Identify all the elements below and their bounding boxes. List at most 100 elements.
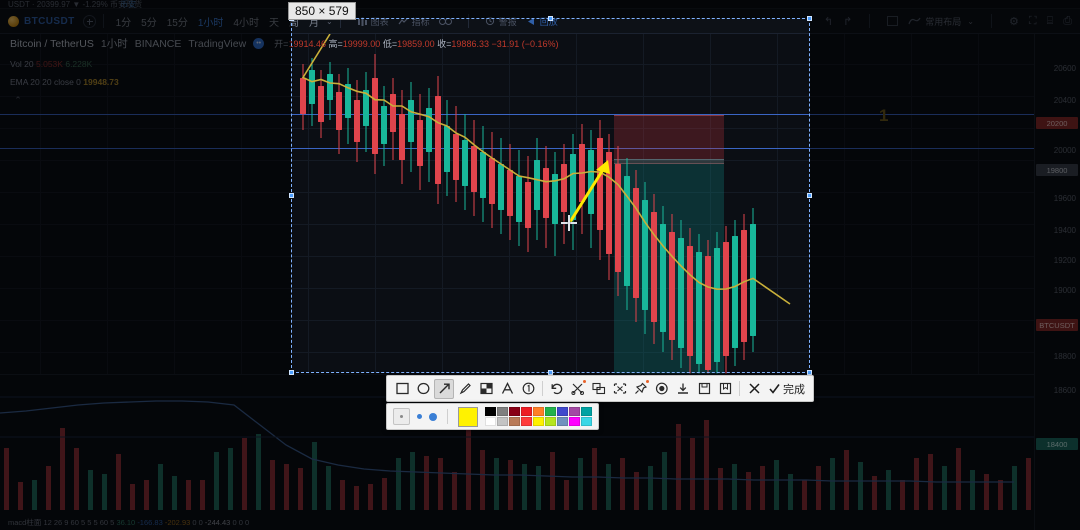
layout-select[interactable]: 常用布局 ⌄ bbox=[908, 15, 974, 28]
symbol-label: BTCUSDT bbox=[24, 15, 75, 27]
color-swatch[interactable] bbox=[581, 417, 592, 426]
undo-icon[interactable]: ↰ bbox=[823, 15, 834, 28]
color-swatch[interactable] bbox=[497, 417, 508, 426]
macd-v6: 0 0 0 bbox=[232, 518, 250, 527]
timeframe-more-caret-icon[interactable]: ⌄ bbox=[325, 16, 333, 26]
stroke-size-medium-button[interactable] bbox=[417, 414, 422, 419]
timeframe-15m[interactable]: 15分 bbox=[166, 17, 188, 29]
undo-tool-icon[interactable] bbox=[547, 379, 567, 399]
macd-v4: 0 0 bbox=[192, 518, 203, 527]
add-symbol-button[interactable] bbox=[82, 14, 96, 28]
record-tool-icon[interactable] bbox=[652, 379, 672, 399]
color-swatch[interactable] bbox=[497, 407, 508, 416]
color-swatch[interactable] bbox=[557, 417, 568, 426]
candle-body bbox=[696, 252, 702, 364]
volume-name: Vol 20 bbox=[10, 59, 34, 69]
translate-tool-icon[interactable] bbox=[589, 379, 609, 399]
color-swatch[interactable] bbox=[509, 417, 520, 426]
color-swatch[interactable] bbox=[545, 407, 556, 416]
timeframe-1d[interactable]: 天 bbox=[268, 17, 279, 29]
color-swatch[interactable] bbox=[569, 417, 580, 426]
single-layout-icon[interactable] bbox=[887, 16, 899, 26]
candlestick bbox=[696, 234, 702, 382]
color-swatch[interactable] bbox=[485, 417, 496, 426]
macd-v2: -166.83 bbox=[137, 518, 163, 527]
serial-number-tool-icon[interactable] bbox=[518, 379, 538, 399]
save-tool-icon[interactable] bbox=[694, 379, 714, 399]
fullscreen-icon[interactable]: ⛶ bbox=[1028, 14, 1037, 27]
color-swatch[interactable] bbox=[521, 407, 532, 416]
color-swatch-grid[interactable] bbox=[485, 407, 592, 426]
download-tool-icon[interactable] bbox=[673, 379, 693, 399]
color-swatch[interactable] bbox=[521, 417, 532, 426]
color-swatch[interactable] bbox=[509, 407, 520, 416]
timeframe-1h[interactable]: 1小时 bbox=[197, 17, 224, 29]
alert-label: 警报 bbox=[498, 16, 517, 27]
color-swatch[interactable] bbox=[545, 417, 556, 426]
volume-value-2: 6.228K bbox=[65, 59, 93, 69]
pen-tool-icon[interactable] bbox=[455, 379, 475, 399]
ellipse-tool-icon[interactable] bbox=[413, 379, 433, 399]
erase-tool-icon[interactable] bbox=[610, 379, 630, 399]
arrow-tool-icon[interactable] bbox=[434, 378, 454, 399]
price-tick-6: 19400 bbox=[1053, 226, 1076, 235]
gear-icon[interactable]: ⚙ bbox=[1009, 15, 1019, 28]
ohlc-open-key: 开= bbox=[274, 39, 289, 49]
candle-chart-icon[interactable]: 图表 bbox=[357, 15, 389, 28]
rectangle-tool-icon[interactable] bbox=[392, 379, 412, 399]
capture-selection-box[interactable] bbox=[289, 16, 812, 375]
color-swatch[interactable] bbox=[485, 407, 496, 416]
cancel-capture-button[interactable] bbox=[744, 379, 764, 399]
gridline-h bbox=[0, 352, 1080, 353]
ema-params: 20 close 0 bbox=[42, 77, 81, 87]
stroke-size-small-button[interactable] bbox=[393, 408, 410, 425]
resize-handle-w[interactable] bbox=[289, 192, 294, 198]
color-swatch[interactable] bbox=[581, 407, 592, 416]
macd-legend: macd柱面 12 26 9 60 5 5 5 60 5 36.10 -166.… bbox=[8, 517, 249, 528]
text-tool-icon[interactable] bbox=[497, 379, 517, 399]
publish-icon[interactable]: ⎙ bbox=[1063, 14, 1072, 27]
current-color-swatch[interactable] bbox=[458, 406, 478, 427]
color-palette-bar[interactable] bbox=[386, 403, 599, 430]
chart-type-label: 图表 bbox=[370, 16, 389, 27]
legend-interval: 1小时 bbox=[100, 38, 128, 50]
color-swatch[interactable] bbox=[533, 407, 544, 416]
toolbar-divider-4 bbox=[869, 14, 871, 28]
timeframe-1m[interactable]: 1分 bbox=[115, 17, 132, 29]
bookmark-tool-icon[interactable] bbox=[715, 379, 735, 399]
mosaic-tool-icon[interactable] bbox=[476, 379, 496, 399]
gridline-h bbox=[0, 320, 1080, 321]
ocr-tool-icon[interactable] bbox=[568, 379, 588, 399]
price-tick-9: 18800 bbox=[1053, 352, 1076, 361]
symbol-button[interactable]: BTCUSDT bbox=[0, 15, 75, 27]
replay-icon[interactable]: 回放 bbox=[526, 15, 558, 28]
redo-icon[interactable]: ↱ bbox=[843, 15, 853, 28]
toolbar-divider-2 bbox=[339, 14, 341, 28]
resize-handle-e[interactable] bbox=[807, 192, 812, 198]
resize-handle-n[interactable] bbox=[547, 16, 553, 21]
stroke-size-large-button[interactable] bbox=[429, 412, 437, 421]
camera-icon[interactable]: ⌸ bbox=[1046, 14, 1054, 27]
candle-body bbox=[705, 256, 711, 370]
timeframe-4h[interactable]: 4小时 bbox=[233, 17, 259, 29]
timeframe-5m[interactable]: 5分 bbox=[141, 17, 157, 29]
timeframe-1w[interactable]: 周 bbox=[288, 17, 299, 29]
confirm-capture-button[interactable]: 完成 bbox=[765, 381, 808, 397]
resize-handle-sw[interactable] bbox=[289, 370, 294, 375]
capture-dimension-label: 850 × 579 bbox=[288, 2, 356, 20]
resize-handle-ne[interactable] bbox=[807, 16, 812, 21]
indicators-label: 指标 bbox=[411, 16, 430, 27]
gridline-v bbox=[844, 34, 845, 374]
pin-tool-icon[interactable] bbox=[631, 379, 651, 399]
price-tick-3: 20000 bbox=[1053, 146, 1076, 155]
color-swatch[interactable] bbox=[557, 407, 568, 416]
legend-collapse-icon[interactable]: ⌃ bbox=[14, 95, 22, 105]
price-axis[interactable]: 20600 20400 20200 20000 19800 19600 1940… bbox=[1034, 34, 1080, 530]
annotation-toolbar[interactable]: 完成 bbox=[386, 375, 814, 402]
indicators-icon[interactable]: 指标 bbox=[398, 15, 430, 28]
layout-caret-icon: ⌄ bbox=[967, 16, 974, 26]
color-swatch[interactable] bbox=[569, 407, 580, 416]
color-swatch[interactable] bbox=[533, 417, 544, 426]
timeframe-1mo[interactable]: 月 bbox=[308, 17, 319, 29]
